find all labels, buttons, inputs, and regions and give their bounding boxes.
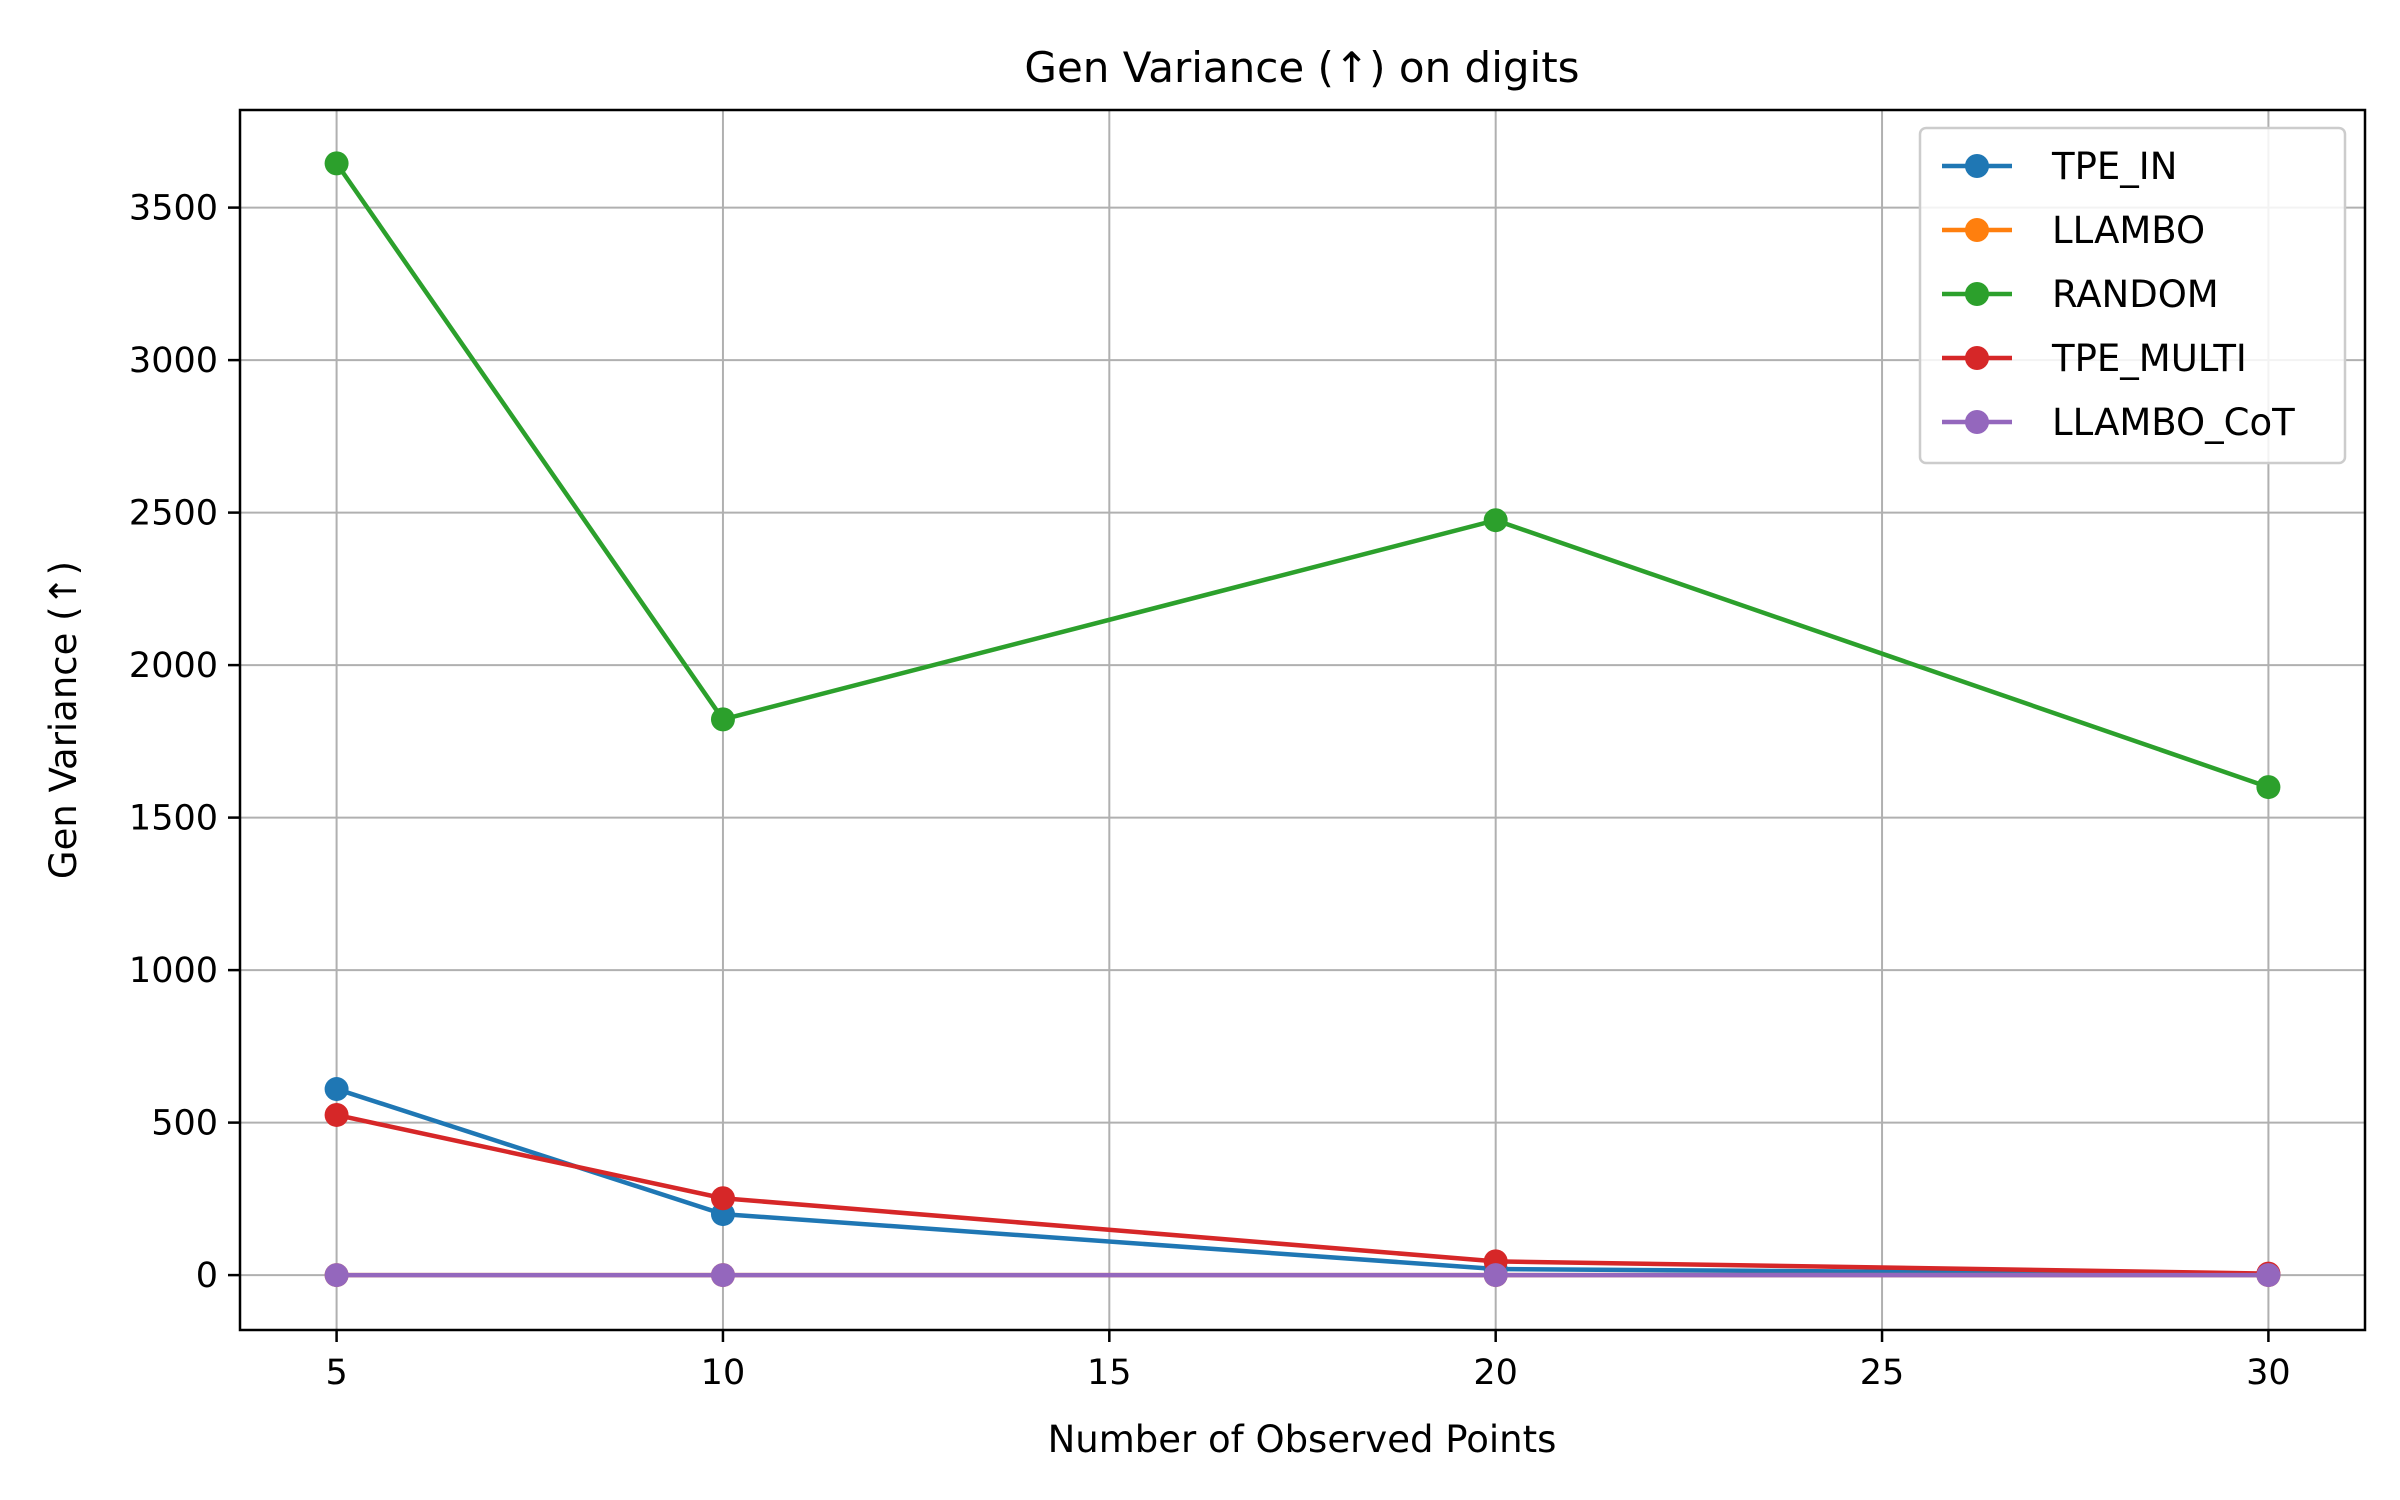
ticks: 5 10 15 20 25 30 0 500 1000 1500 2000 2500 3000 3500 [129,189,2291,1393]
legend-label: LLAMBO_CoT [2052,401,2295,444]
y-tick-label: 500 [151,1104,218,1144]
series-line [335,1086,2269,1277]
legend-item: LLAMBO_CoT [1942,401,2295,444]
x-axis-label: Number of Observed Points [1048,1418,1557,1461]
data-point [324,1263,349,1288]
series-layer [324,151,2281,1288]
legend-marker [1965,346,1989,370]
series-line [336,1112,2269,1276]
x-tick-label: 25 [1860,1353,1905,1393]
y-tick-label: 1000 [129,951,218,991]
y-tick-label: 0 [196,1256,218,1296]
legend-box [1918,126,2347,465]
legend-item: RANDOM [1942,273,2219,316]
y-tick-label: 1500 [129,799,218,839]
series-line [334,162,2270,790]
y-tick-label: 2000 [129,646,218,686]
y-tick-label: 2500 [129,494,218,534]
data-point [710,707,735,732]
data-point [1483,508,1508,533]
legend: TPE_IN LLAMBO RANDOM TPE_MULTI LLAMBO_CoT [1918,126,2347,465]
series-random [324,151,2281,800]
data-point [2256,1263,2281,1288]
data-point [710,1263,735,1288]
legend-marker [1965,154,1989,178]
y-tick-label: 3000 [129,341,218,381]
chart-title: Gen Variance (↑) on digits [1024,43,1579,92]
y-axis-label: Gen Variance (↑) [42,561,85,879]
series-llambo-cot [324,1263,2281,1288]
x-tick-label: 5 [325,1353,347,1393]
legend-label: TPE_MULTI [2051,337,2247,380]
x-tick-label: 30 [2246,1353,2291,1393]
data-point [324,1102,349,1127]
legend-item: TPE_IN [1942,145,2177,188]
legend-label: RANDOM [2052,273,2219,316]
x-tick-label: 15 [1087,1353,1132,1393]
legend-item: LLAMBO [1942,209,2205,252]
data-point [2256,775,2281,800]
legend-marker [1965,410,1989,434]
series-tpe-multi [324,1102,2281,1286]
x-tick-label: 20 [1473,1353,1518,1393]
data-point [1483,1263,1508,1288]
legend-marker [1965,218,1989,242]
data-point [324,151,349,176]
legend-label: TPE_IN [2051,145,2177,188]
series-tpe-in [324,1077,2281,1287]
legend-label: LLAMBO [2052,209,2205,252]
legend-marker [1965,282,1989,306]
x-tick-label: 10 [701,1353,746,1393]
data-point [324,1077,349,1102]
plot-frame [238,108,2367,1332]
y-tick-label: 3500 [129,189,218,229]
legend-item: TPE_MULTI [1942,337,2247,380]
data-point [710,1186,735,1211]
